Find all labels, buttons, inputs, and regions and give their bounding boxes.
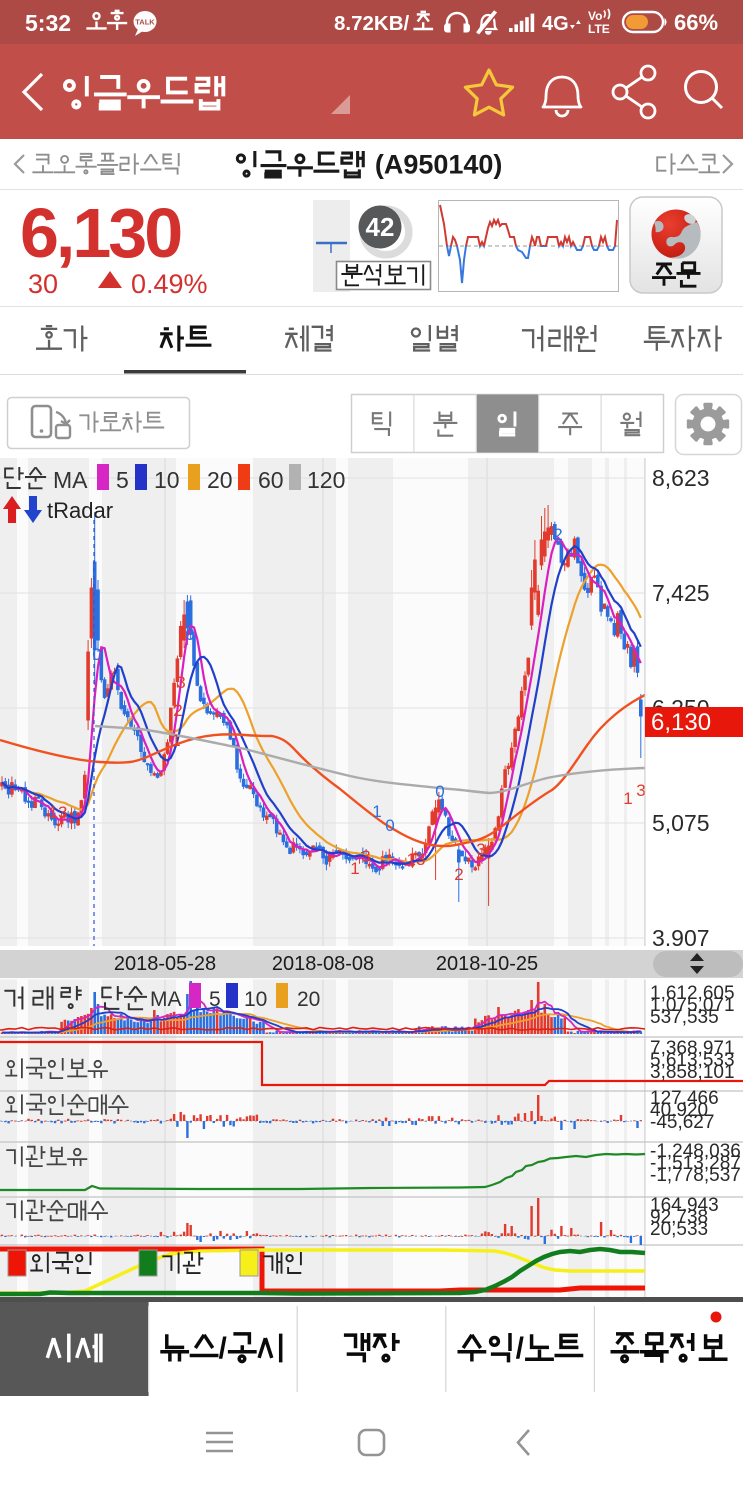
svg-text:8,623: 8,623 (652, 465, 710, 491)
svg-text:-45,627: -45,627 (650, 1112, 714, 1133)
svg-text:30: 30 (28, 269, 58, 299)
svg-text:(A950140): (A950140) (375, 150, 503, 180)
svg-text:2018-05-28: 2018-05-28 (114, 953, 216, 975)
svg-text:6,130: 6,130 (651, 709, 711, 736)
svg-text:1: 1 (171, 731, 180, 750)
svg-text:20,533: 20,533 (650, 1219, 708, 1240)
svg-text:1: 1 (372, 802, 381, 821)
svg-text:0: 0 (185, 625, 194, 644)
svg-text:/: / (218, 1332, 227, 1365)
svg-text:-1,248,036: -1,248,036 (650, 1141, 741, 1162)
svg-text:5: 5 (209, 988, 221, 1011)
svg-text:164,943: 164,943 (650, 1195, 719, 1216)
svg-text:3: 3 (476, 840, 485, 859)
svg-text:120: 120 (307, 467, 345, 493)
svg-text:5,613,533: 5,613,533 (650, 1050, 735, 1071)
svg-text:1: 1 (623, 789, 632, 808)
svg-text:1,075,071: 1,075,071 (650, 995, 735, 1016)
svg-text:7,368,971: 7,368,971 (650, 1038, 735, 1059)
svg-text:2: 2 (454, 865, 463, 884)
svg-text:tRadar: tRadar (47, 498, 113, 523)
svg-text:1: 1 (350, 859, 359, 878)
svg-text:6,130: 6,130 (20, 194, 181, 272)
svg-text:5,075: 5,075 (652, 810, 710, 836)
svg-text:40,920: 40,920 (650, 1100, 708, 1121)
svg-text:13: 13 (407, 850, 426, 869)
svg-text:42: 42 (366, 212, 395, 242)
svg-text:8.72KB/: 8.72KB/ (334, 12, 410, 35)
svg-text:MA: MA (150, 988, 182, 1011)
svg-text:0: 0 (435, 782, 444, 801)
svg-text:60: 60 (258, 467, 284, 493)
svg-text:/: / (516, 1332, 525, 1365)
svg-text:3: 3 (636, 781, 645, 800)
svg-text:2: 2 (173, 701, 182, 720)
svg-text:0.49%: 0.49% (131, 269, 208, 299)
svg-text:TALK: TALK (135, 18, 155, 27)
svg-text:7,425: 7,425 (652, 580, 710, 606)
svg-text:537,535: 537,535 (650, 1007, 719, 1028)
svg-text:5: 5 (116, 467, 129, 493)
svg-text:-1,778,537: -1,778,537 (650, 1165, 741, 1186)
svg-text:Vo: Vo (588, 9, 602, 23)
svg-text:2: 2 (553, 525, 562, 544)
svg-text:4G: 4G (542, 13, 569, 35)
svg-text:92,738: 92,738 (650, 1207, 708, 1228)
svg-text:66%: 66% (674, 10, 718, 35)
svg-text:20: 20 (207, 467, 233, 493)
svg-text:-1,513,287: -1,513,287 (650, 1153, 741, 1174)
svg-text:0: 0 (92, 645, 101, 664)
svg-text:2018-10-25: 2018-10-25 (436, 953, 538, 975)
svg-text:3: 3 (176, 673, 185, 692)
svg-text:0: 0 (385, 816, 394, 835)
svg-text:3: 3 (361, 847, 370, 866)
svg-text:10: 10 (154, 467, 180, 493)
svg-text:5:32: 5:32 (25, 10, 71, 36)
svg-text:2018-08-08: 2018-08-08 (272, 953, 374, 975)
svg-text:10: 10 (244, 988, 267, 1011)
svg-text:1,612,605: 1,612,605 (650, 983, 735, 1004)
svg-text:127,466: 127,466 (650, 1088, 719, 1109)
svg-text:MA: MA (53, 467, 88, 493)
svg-text:13: 13 (49, 803, 68, 822)
svg-text:LTE: LTE (588, 22, 610, 36)
svg-text:3,858,101: 3,858,101 (650, 1062, 735, 1083)
svg-text:20: 20 (297, 988, 320, 1011)
